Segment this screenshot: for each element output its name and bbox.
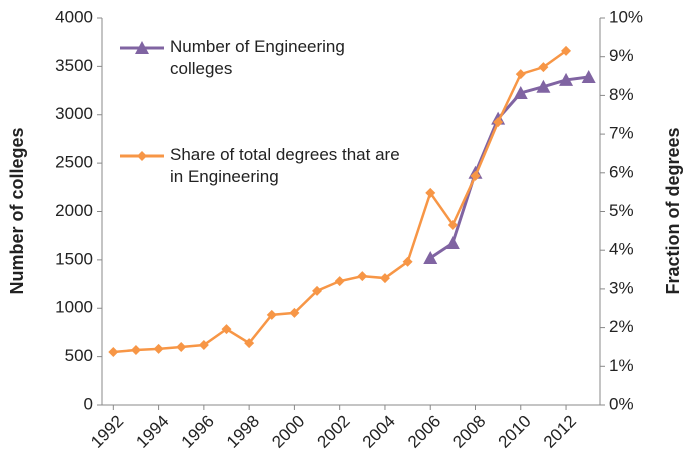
y2-tick-label: 2%: [609, 317, 634, 336]
y2-tick-label: 8%: [609, 85, 634, 104]
data-point: [108, 346, 119, 357]
data-point: [153, 343, 164, 354]
x-tick-label: 2000: [268, 412, 308, 452]
y2-tick-label: 0%: [609, 394, 634, 413]
data-point: [425, 187, 436, 198]
y2-tick-label: 1%: [609, 356, 634, 375]
y-tick-label: 2000: [55, 201, 93, 220]
data-point: [379, 273, 390, 284]
data-point: [493, 117, 504, 128]
x-tick-label: 1996: [178, 412, 218, 452]
x-tick-label: 2012: [540, 412, 580, 452]
y-axis-title: Number of colleges: [7, 127, 27, 294]
y2-tick-label: 4%: [609, 240, 634, 259]
data-point: [447, 220, 458, 231]
y-tick-label: 3000: [55, 104, 93, 123]
data-point: [470, 170, 481, 181]
y-tick-label: 3500: [55, 56, 93, 75]
legend-label: Share of total degrees that are in Engin…: [170, 145, 400, 186]
y-tick-label: 4000: [55, 7, 93, 26]
x-tick-label: 2010: [495, 412, 535, 452]
data-point: [289, 307, 300, 318]
legend-entry: Share of total degrees that are in Engin…: [170, 145, 400, 186]
data-point: [423, 250, 438, 264]
data-point: [561, 45, 572, 56]
data-point: [536, 79, 551, 93]
legend-marker: [135, 41, 149, 54]
y2-tick-label: 9%: [609, 46, 634, 65]
x-tick-label: 1994: [132, 412, 172, 452]
data-point: [402, 256, 413, 267]
data-point: [221, 324, 232, 335]
data-point: [266, 309, 277, 320]
legend-marker: [137, 151, 147, 161]
x-tick-label: 1998: [223, 412, 263, 452]
data-point: [513, 85, 528, 99]
legend-label: Number of Engineering colleges: [170, 37, 345, 78]
data-point: [538, 62, 549, 73]
data-point: [559, 72, 574, 86]
y2-tick-label: 10%: [609, 7, 643, 26]
x-tick-label: 2008: [449, 412, 489, 452]
data-point: [130, 345, 141, 356]
y2-tick-label: 7%: [609, 124, 634, 143]
series-line: [113, 49, 567, 354]
y2-axis-title: Fraction of degrees: [663, 127, 683, 294]
x-tick-label: 2006: [404, 412, 444, 452]
data-point: [312, 285, 323, 296]
data-point: [198, 340, 209, 351]
y2-tick-label: 3%: [609, 278, 634, 297]
data-point: [515, 69, 526, 80]
x-tick-label: 2002: [313, 412, 353, 452]
y-tick-label: 2500: [55, 153, 93, 172]
y-tick-label: 1500: [55, 249, 93, 268]
data-point: [176, 341, 187, 352]
data-point: [334, 276, 345, 287]
y-tick-label: 0: [84, 394, 93, 413]
y-tick-label: 500: [65, 346, 93, 365]
legend-entry: Number of Engineering colleges: [170, 37, 345, 78]
y2-tick-label: 6%: [609, 162, 634, 181]
data-point: [244, 338, 255, 349]
data-point: [445, 235, 460, 249]
x-tick-label: 1992: [87, 412, 127, 452]
y2-tick-label: 5%: [609, 201, 634, 220]
data-point: [357, 271, 368, 282]
y-tick-label: 1000: [55, 298, 93, 317]
series-line: [429, 75, 589, 260]
data-point: [581, 70, 596, 84]
x-tick-label: 2004: [359, 412, 399, 452]
